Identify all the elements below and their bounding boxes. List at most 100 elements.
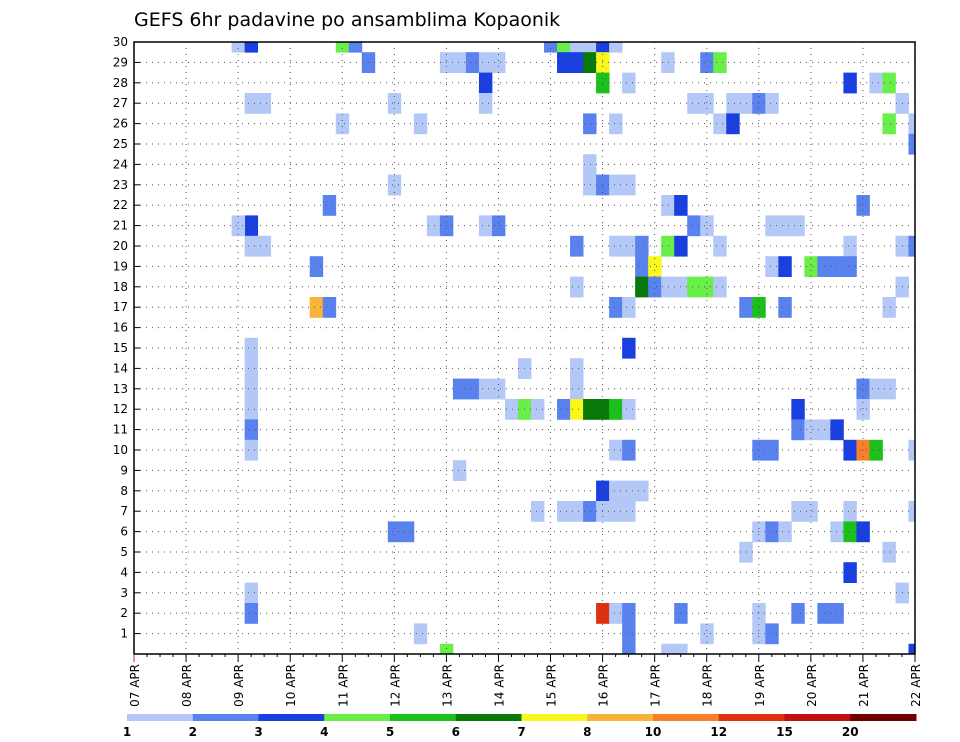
y-axis-ticks: 1234567891011121314151617181920212223242… [113,35,140,641]
y-tick-label: 28 [113,76,128,90]
heatmap-cell [856,195,870,216]
heatmap-cell [778,297,792,318]
heatmap-cell [908,113,916,135]
heatmap-cell [843,501,857,522]
x-tick-label: 11 APR [336,664,350,707]
legend-swatch [850,714,917,721]
color-legend: 1 2 3 4 5 6 7 8 10 12 15 20 [123,714,917,739]
heatmap-cell [244,358,259,379]
heatmap-cell [908,501,916,522]
grid-lines [134,42,915,654]
heatmap-cell [609,42,623,53]
heatmap-cell [609,399,623,420]
y-tick-label: 5 [120,545,128,559]
y-tick-label: 21 [113,219,128,233]
heatmap-cell [791,215,805,237]
heatmap-cell [478,215,493,237]
heatmap-cell [583,42,597,53]
y-tick-label: 4 [120,565,128,579]
heatmap-cell [583,501,597,522]
legend-swatch [192,714,259,721]
x-tick-label: 12 APR [388,664,402,707]
heatmap-cell [713,113,727,135]
heatmap-cell [531,501,545,522]
y-tick-label: 17 [113,300,128,314]
legend-label: 15 [776,725,793,739]
heatmap-cell [335,42,350,53]
heatmap-cell [557,399,571,420]
heatmap-cell [452,460,467,481]
y-tick-label: 26 [113,117,128,131]
heatmap-cell [622,337,636,359]
heatmap-cell [622,174,636,196]
heatmap-cell [609,603,623,624]
y-tick-label: 10 [113,443,128,457]
y-tick-label: 27 [113,96,128,110]
y-tick-label: 7 [120,504,128,518]
x-tick-label: 09 APR [232,664,246,707]
heatmap-cell [908,643,916,655]
heatmap-cell [609,501,623,522]
legend-label: 1 [123,725,131,739]
heatmap-cell [322,195,337,216]
x-axis-ticks: 07 APR 08 APR 09 APR 10 APR 11 APR 12 APR 13 A… [128,654,923,707]
legend-swatch [324,714,391,721]
legend-label: 12 [710,725,727,739]
heatmap-cell [557,52,571,73]
heatmap-cell [882,297,896,318]
y-tick-label: 19 [113,259,128,273]
heatmap-cell [726,113,740,135]
heatmap-cell [244,93,259,114]
legend-swatch [258,714,325,721]
heatmap-cell [387,521,402,543]
heatmap-cell [622,603,636,624]
heatmap-cell [635,256,649,277]
heatmap-cell [478,72,493,94]
heatmap-cell [596,42,610,53]
heatmap-cell [869,72,883,94]
legend-label: 8 [583,725,591,739]
legend-swatch [390,714,457,721]
heatmap-cell [713,52,727,73]
x-tick-label: 13 APR [440,664,454,707]
heatmap-cell [843,439,857,461]
y-tick-label: 6 [120,525,128,539]
heatmap-cell [257,93,272,114]
heatmap-cell [830,419,844,441]
heatmap-cell [635,235,649,257]
heatmap-cell [856,378,870,400]
heatmap-cell [544,42,558,53]
legend-label: 3 [254,725,262,739]
heatmap-cell [843,235,857,257]
heatmap-cell [908,235,916,257]
heatmap-cell [439,643,454,655]
heatmap-cell [387,93,402,114]
chart-title: GEFS 6hr padavine po ansamblima Kopaonik [134,9,560,31]
heatmap-cell [531,399,545,420]
heatmap-cell [583,113,597,135]
heatmap-cell [843,562,857,583]
heatmap-cell [452,52,467,73]
y-tick-label: 3 [120,586,128,600]
heatmap-cell [765,439,779,461]
legend-swatch [587,714,654,721]
y-tick-label: 23 [113,178,128,192]
heatmap-cell [244,215,259,237]
heatmap-cell [244,42,259,53]
heatmap-cell [244,378,259,400]
x-tick-label: 18 APR [701,664,715,707]
heatmap-cell [765,93,779,114]
heatmap-cell [622,72,636,94]
x-tick-label: 16 APR [597,664,611,707]
heatmap-cell [661,52,675,73]
heatmap-cell [700,623,714,645]
heatmap-cell [882,72,896,94]
heatmap-cell [726,93,740,114]
heatmap-cell [622,643,636,655]
legend-swatch [521,714,588,721]
y-tick-label: 1 [120,627,128,641]
y-tick-label: 29 [113,55,128,69]
heatmap-cell [804,256,818,277]
heatmap-cell [478,378,493,400]
